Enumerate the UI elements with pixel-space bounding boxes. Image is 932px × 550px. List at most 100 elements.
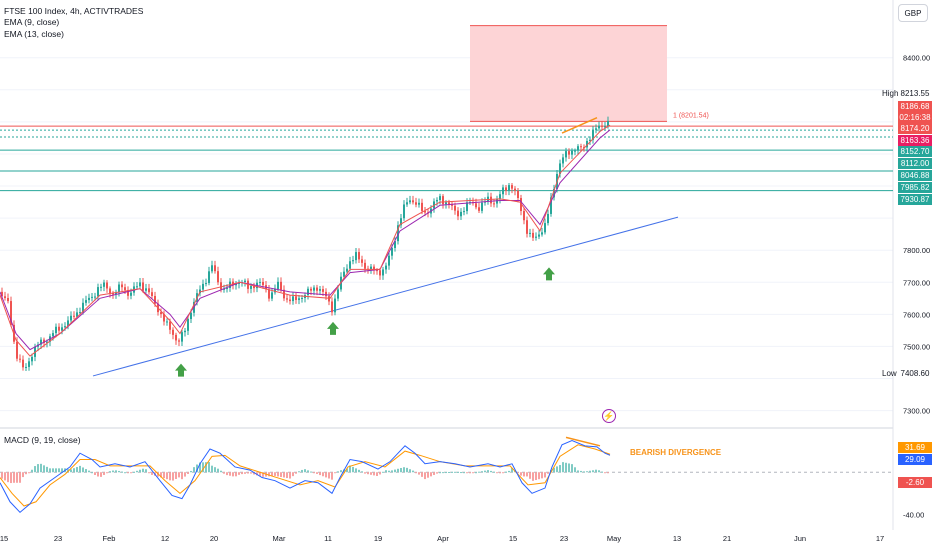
macd-histogram-bar [370,472,372,475]
candle-body [4,296,6,299]
macd-histogram-bar [172,472,174,481]
candle-body [250,285,252,289]
macd-histogram-bar [16,472,18,483]
macd-histogram-bar [493,471,495,473]
macd-histogram-bar [175,472,177,479]
candle-body [25,366,27,368]
candle-body [424,210,426,213]
candle-body [208,271,210,284]
macd-histogram-bar [499,472,501,474]
ema13-line [0,129,611,351]
macd-histogram-bar [466,472,468,474]
candle-body [562,157,564,164]
macd-histogram-bar [259,472,261,477]
macd-histogram-bar [415,472,417,474]
candle-body [67,320,69,327]
macd-histogram-bar [103,472,105,475]
candle-body [580,146,582,148]
macd-histogram-bar [151,472,153,475]
macd-histogram-bar [595,469,597,473]
candle-body [544,223,546,233]
price-tag: 8163.36 [898,134,932,146]
macd-histogram-bar [19,472,21,483]
macd-histogram-bar [127,472,129,474]
candle-body [211,265,213,272]
candle-body [226,287,228,289]
macd-histogram-bar [70,469,72,473]
macd-histogram-bar [319,472,321,476]
macd-histogram-bar [331,472,333,480]
x-tick-label: Mar [273,534,286,543]
candle-body [565,151,567,158]
currency-button[interactable]: GBP [898,4,928,22]
macd-histogram-bar [295,472,297,474]
ema13-legend[interactable]: EMA (13, close) [4,29,64,39]
macd-tick-label: -40.00 [903,510,924,519]
macd-histogram-bar [439,472,441,474]
x-tick-label: 13 [673,534,681,543]
candle-body [163,314,165,322]
candle-body [448,202,450,205]
macd-histogram-bar [535,472,537,481]
macd-histogram-bar [79,465,81,473]
macd-histogram-bar [460,472,462,474]
candle-body [409,200,411,203]
candle-body [190,312,192,320]
candle-body [40,339,42,345]
price-tag: 31.69 [898,441,932,453]
macd-histogram-bar [49,468,51,473]
macd-histogram-bar [367,472,369,475]
candle-body [343,271,345,277]
candle-body [148,288,150,293]
macd-histogram-bar [289,472,291,479]
ema9-legend[interactable]: EMA (9, close) [4,17,60,27]
macd-histogram-bar [544,472,546,478]
macd-histogram-bar [607,472,609,474]
macd-histogram-bar [586,471,588,473]
candle-body [397,225,399,242]
macd-histogram-bar [229,472,231,476]
macd-histogram-bar [469,472,471,474]
macd-histogram-bar [40,463,42,473]
macd-histogram-bar [139,469,141,473]
macd-histogram-bar [97,472,99,477]
macd-histogram-bar [7,472,9,483]
price-tag: 8112.00 [898,157,932,169]
candle-body [121,284,123,288]
macd-histogram-bar [34,466,36,473]
candle-body [127,290,129,296]
macd-histogram-bar [253,472,255,475]
candle-body [85,300,87,303]
candle-body [385,265,387,270]
lightning-icon[interactable]: ⚡ [602,409,616,423]
candle-body [355,252,357,261]
axes: 7300.007500.007600.007700.007800.008300.… [0,54,930,543]
y-tick-label: 7500.00 [903,342,930,351]
macd-histogram-bar [100,472,102,477]
macd-histogram-bar [13,472,15,483]
candle-body [601,125,603,127]
macd-histogram-bar [340,470,342,473]
macd-histogram-bar [580,470,582,473]
macd-histogram-bar [451,471,453,473]
candle-body [124,287,126,291]
macd-histogram-bar [196,464,198,473]
macd-histogram-bar [352,466,354,473]
macd-histogram-bar [316,472,318,474]
macd-histogram-bar [388,470,390,473]
candle-body [370,266,372,270]
macd-histogram-bar [247,472,249,474]
macd-legend[interactable]: MACD (9, 19, close) [4,435,81,445]
price-tag: 7930.87 [898,193,932,205]
candle-body [373,266,375,271]
candle-body [184,330,186,333]
macd-histogram-bar [484,470,486,473]
macd-histogram-bar [205,462,207,473]
candle-body [139,282,141,287]
macd-histogram-bar [376,472,378,476]
macd-histogram-bar [208,462,210,473]
candle-body [115,292,117,295]
x-tick-label: Apr [437,534,449,543]
candle-body [169,321,171,330]
macd-histogram-bar [574,467,576,473]
